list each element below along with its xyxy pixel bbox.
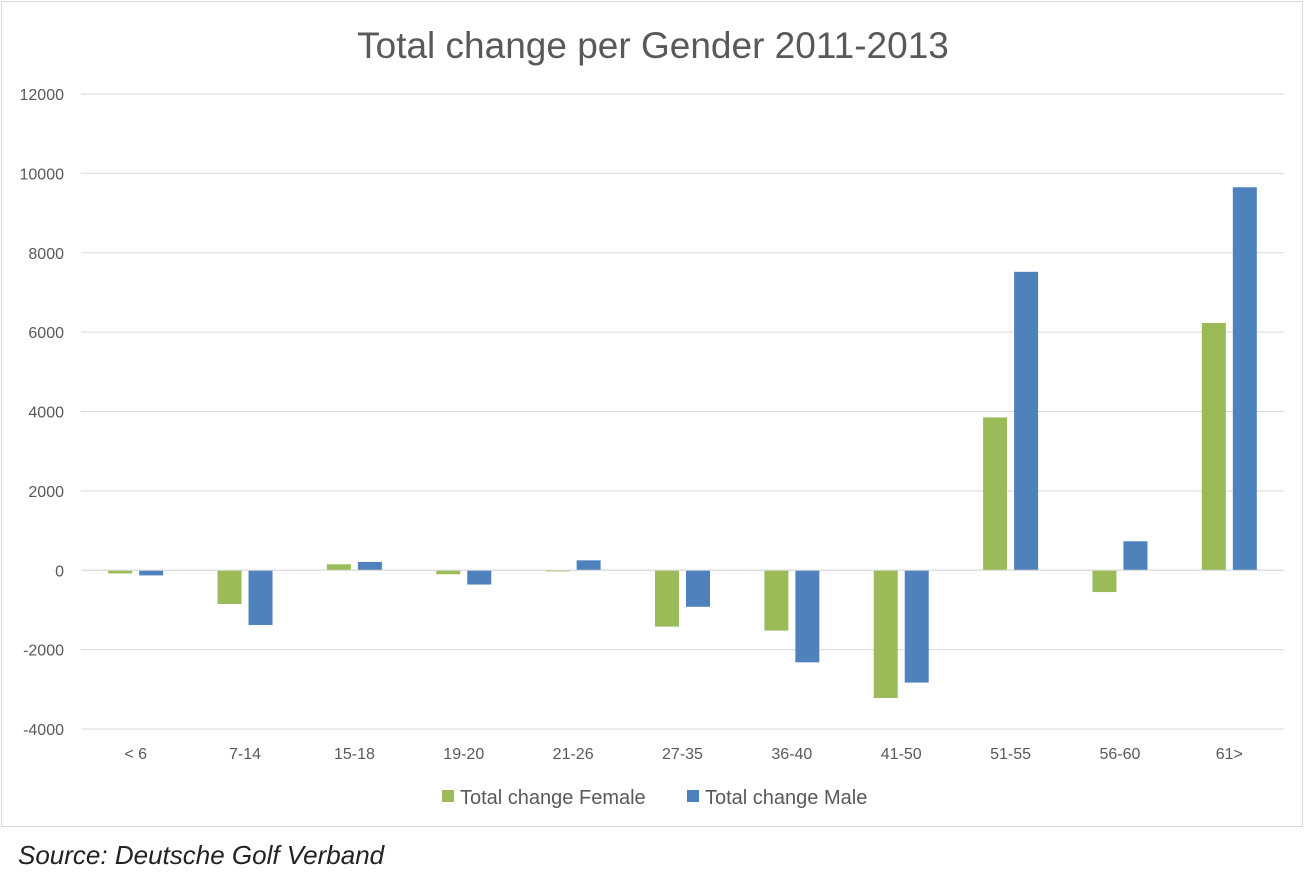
bar-female <box>436 570 461 575</box>
legend: Total change Female Total change Male <box>442 787 867 809</box>
y-tick-label: 10000 <box>20 166 65 183</box>
legend-label: Total change Male <box>705 787 867 809</box>
y-axis-ticks: -4000 -2000 0 2000 4000 6000 8000 10000 12000 <box>20 87 65 739</box>
x-tick-label: 7-14 <box>229 746 261 763</box>
bar-male <box>1123 541 1148 571</box>
y-tick-label: -2000 <box>23 643 64 660</box>
grid-layer <box>81 93 1284 730</box>
bar-male <box>467 570 492 585</box>
bar-male <box>576 560 601 571</box>
y-tick-label: 12000 <box>20 87 65 104</box>
bar-male <box>1232 187 1257 571</box>
bar-male <box>139 570 164 576</box>
bar-male <box>1014 271 1039 571</box>
x-tick-label: 19-20 <box>443 746 484 763</box>
bars <box>81 187 1284 699</box>
chart-frame: Total change per Gender 2011-2013 -4000-… <box>1 1 1303 827</box>
x-tick-label: 61> <box>1216 746 1243 763</box>
bar-female <box>217 570 242 604</box>
x-axis-ticks: < 6 7-14 15-18 19-20 21-26 27-35 36-40 41-50 51-… <box>124 746 1243 763</box>
bar-female <box>326 564 351 571</box>
bar-male <box>795 570 820 663</box>
bar-female <box>108 570 133 574</box>
chart-title: Total change per Gender 2011-2013 <box>357 25 949 66</box>
x-tick-label: < 6 <box>124 746 147 763</box>
legend-swatch <box>442 790 454 802</box>
y-tick-label: 4000 <box>28 405 64 422</box>
y-tick-label: -4000 <box>23 722 64 739</box>
x-tick-label: 51-55 <box>990 746 1031 763</box>
bar-male <box>357 561 382 571</box>
bar-female <box>1201 322 1226 571</box>
x-tick-label: 56-60 <box>1099 746 1140 763</box>
chart-svg: Total change per Gender 2011-2013 -4000-… <box>20 25 1284 809</box>
y-tick-label: 8000 <box>28 246 64 263</box>
bar-female <box>655 570 679 627</box>
x-tick-label: 27-35 <box>662 746 703 763</box>
bar-male <box>686 570 710 607</box>
bar-female <box>545 570 570 572</box>
bar-female <box>1092 570 1117 593</box>
x-tick-label: 41-50 <box>881 746 922 763</box>
y-tick-label: 0 <box>55 563 64 580</box>
legend-swatch <box>687 790 699 802</box>
x-tick-label: 21-26 <box>553 746 594 763</box>
y-tick-label: 2000 <box>28 484 64 501</box>
legend-label: Total change Female <box>460 787 646 809</box>
bar-female <box>764 570 789 631</box>
bar-male <box>904 570 929 683</box>
x-tick-label: 36-40 <box>771 746 812 763</box>
source-note: Source: Deutsche Golf Verband <box>18 840 385 870</box>
bar-female <box>983 417 1008 571</box>
y-tick-label: 6000 <box>28 325 64 342</box>
x-tick-label: 15-18 <box>334 746 375 763</box>
bar-female <box>873 570 898 699</box>
bar-male <box>248 570 273 626</box>
